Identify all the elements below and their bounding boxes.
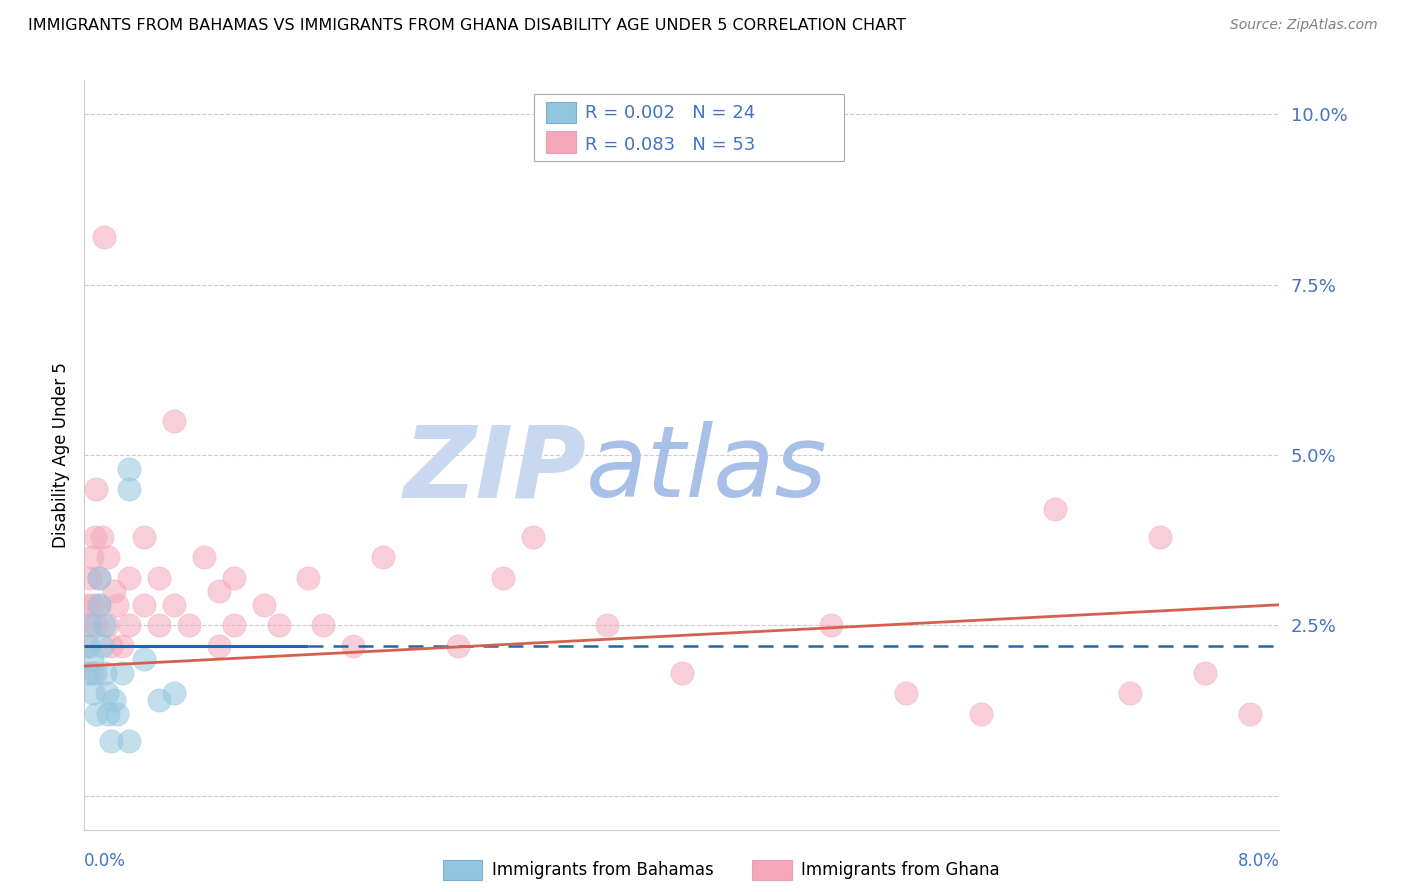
Y-axis label: Disability Age Under 5: Disability Age Under 5	[52, 362, 70, 548]
Point	[77, 618, 100, 632]
Text: 0.0%: 0.0%	[84, 852, 127, 870]
Text: IMMIGRANTS FROM BAHAMAS VS IMMIGRANTS FROM GHANA DISABILITY AGE UNDER 5 CORRELAT: IMMIGRANTS FROM BAHAMAS VS IMMIGRANTS FR…	[28, 18, 905, 33]
Text: ZIP: ZIP	[404, 421, 586, 518]
Point	[596, 618, 619, 632]
Point	[96, 618, 118, 632]
Point	[222, 570, 245, 584]
Point	[1239, 706, 1261, 721]
Point	[163, 414, 186, 428]
Text: atlas: atlas	[586, 421, 828, 518]
Point	[89, 570, 111, 584]
Point	[253, 598, 276, 612]
Text: Source: ZipAtlas.com: Source: ZipAtlas.com	[1230, 18, 1378, 32]
Point	[79, 618, 101, 632]
Point	[80, 665, 103, 680]
Point	[100, 639, 122, 653]
Point	[373, 550, 395, 565]
Point	[894, 686, 917, 700]
Point	[208, 584, 231, 599]
Point	[91, 639, 114, 653]
Point	[118, 570, 141, 584]
Point	[118, 461, 141, 475]
Point	[522, 530, 544, 544]
Text: Immigrants from Ghana: Immigrants from Ghana	[801, 861, 1000, 879]
Point	[100, 734, 122, 748]
Point	[105, 598, 128, 612]
Point	[103, 693, 125, 707]
Point	[97, 706, 120, 721]
Point	[132, 530, 156, 544]
Point	[193, 550, 215, 565]
Point	[970, 706, 993, 721]
Point	[297, 570, 319, 584]
Point	[82, 686, 104, 700]
Point	[86, 618, 108, 632]
Point	[94, 665, 117, 680]
Point	[105, 706, 128, 721]
Point	[342, 639, 364, 653]
Point	[132, 652, 156, 666]
Point	[80, 550, 103, 565]
Point	[97, 550, 120, 565]
Point	[118, 734, 141, 748]
Point	[89, 598, 111, 612]
Point	[89, 598, 111, 612]
Point	[111, 665, 134, 680]
Point	[103, 584, 125, 599]
Point	[83, 530, 105, 544]
Point	[163, 686, 186, 700]
Point	[83, 665, 105, 680]
Point	[1149, 530, 1171, 544]
Point	[177, 618, 200, 632]
Point	[76, 665, 98, 680]
Point	[163, 598, 186, 612]
Point	[75, 639, 97, 653]
Text: Immigrants from Bahamas: Immigrants from Bahamas	[492, 861, 714, 879]
Point	[86, 706, 108, 721]
Point	[89, 570, 111, 584]
Text: R = 0.083   N = 53: R = 0.083 N = 53	[585, 136, 755, 153]
Point	[148, 693, 170, 707]
Point	[91, 530, 114, 544]
Point	[93, 230, 115, 244]
Point	[132, 598, 156, 612]
Point	[492, 570, 515, 584]
Point	[96, 686, 118, 700]
Point	[80, 652, 103, 666]
Point	[79, 570, 101, 584]
Point	[111, 639, 134, 653]
Point	[1119, 686, 1142, 700]
Point	[447, 639, 470, 653]
Point	[76, 598, 98, 612]
Point	[148, 618, 170, 632]
Point	[222, 618, 245, 632]
Text: R = 0.002   N = 24: R = 0.002 N = 24	[585, 104, 755, 122]
Point	[93, 618, 115, 632]
Point	[148, 570, 170, 584]
Point	[208, 639, 231, 653]
Point	[820, 618, 842, 632]
Point	[86, 482, 108, 496]
Point	[267, 618, 290, 632]
Text: 8.0%: 8.0%	[1237, 852, 1279, 870]
Point	[671, 665, 693, 680]
Point	[118, 618, 141, 632]
Point	[1194, 665, 1216, 680]
Point	[1045, 502, 1067, 516]
Point	[77, 639, 100, 653]
Point	[118, 482, 141, 496]
Point	[312, 618, 335, 632]
Point	[82, 598, 104, 612]
